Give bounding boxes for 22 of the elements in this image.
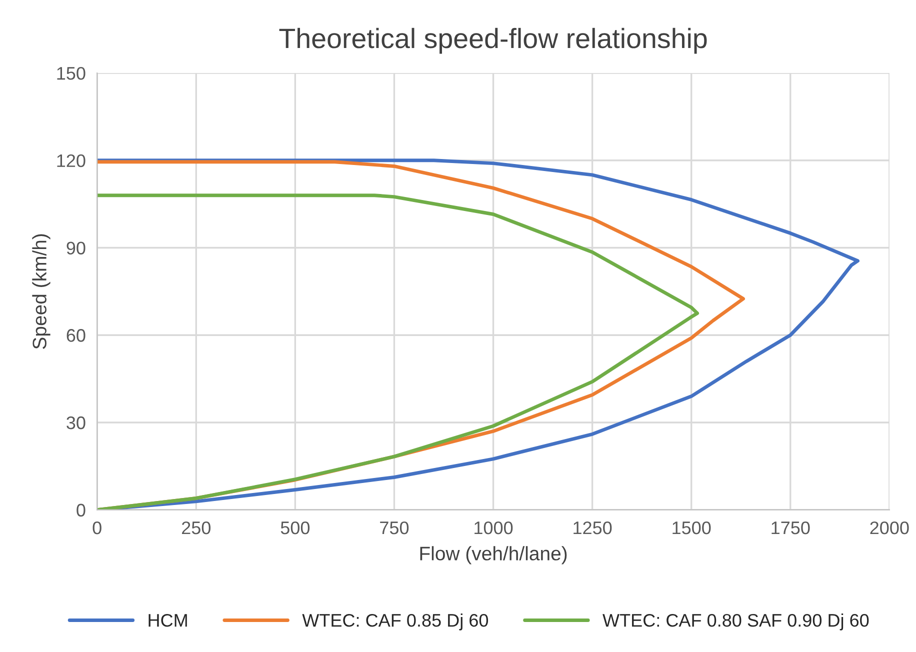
x-tick-label: 1500 <box>672 521 711 534</box>
x-tick-label: 0 <box>92 521 102 534</box>
x-tick-label: 250 <box>182 521 210 534</box>
x-tick-label: 1000 <box>474 521 513 534</box>
legend-label: HCM <box>148 614 187 627</box>
y-tick-label: 30 <box>66 416 86 430</box>
x-axis-title: Flow (veh/h/lane) <box>420 546 567 564</box>
y-tick-label: 120 <box>57 154 86 168</box>
legend-label: WTEC: CAF 0.80 SAF 0.90 Dj 60 <box>602 613 869 630</box>
x-tick-label: 1250 <box>574 521 612 534</box>
chart-title: Theoretical speed-flow relationship <box>279 28 707 54</box>
y-axis-title: Speed (km/h) <box>32 234 50 349</box>
x-tick-label: 500 <box>280 521 310 534</box>
y-tick-label: 150 <box>57 66 86 80</box>
y-tick-label: 90 <box>66 242 86 254</box>
y-tick-label: 60 <box>66 329 86 342</box>
line-series <box>97 194 700 510</box>
legend-label: WTEC: CAF 0.85 Dj 60 <box>302 613 488 630</box>
x-tick-label: 2000 <box>870 521 909 534</box>
y-tick-label: 0 <box>76 504 86 517</box>
x-tick-label: 1750 <box>772 521 810 534</box>
x-tick-label: 750 <box>380 521 409 534</box>
